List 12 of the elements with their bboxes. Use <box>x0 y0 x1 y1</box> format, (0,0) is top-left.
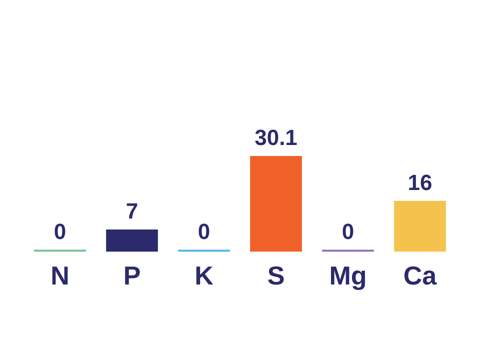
data-label: 0 <box>342 218 354 244</box>
x-tick-label: P <box>123 260 141 291</box>
data-label: 0 <box>198 218 210 244</box>
x-tick-label: Mg <box>329 260 367 291</box>
x-tick-label: Ca <box>403 260 438 291</box>
data-label: 30.1 <box>254 125 298 150</box>
data-label: 0 <box>54 218 66 244</box>
x-tick-label: N <box>50 260 70 291</box>
data-label: 16 <box>408 170 432 195</box>
data-label: 7 <box>126 198 138 224</box>
x-tick-label: S <box>267 260 285 291</box>
x-tick-label: K <box>194 260 214 291</box>
